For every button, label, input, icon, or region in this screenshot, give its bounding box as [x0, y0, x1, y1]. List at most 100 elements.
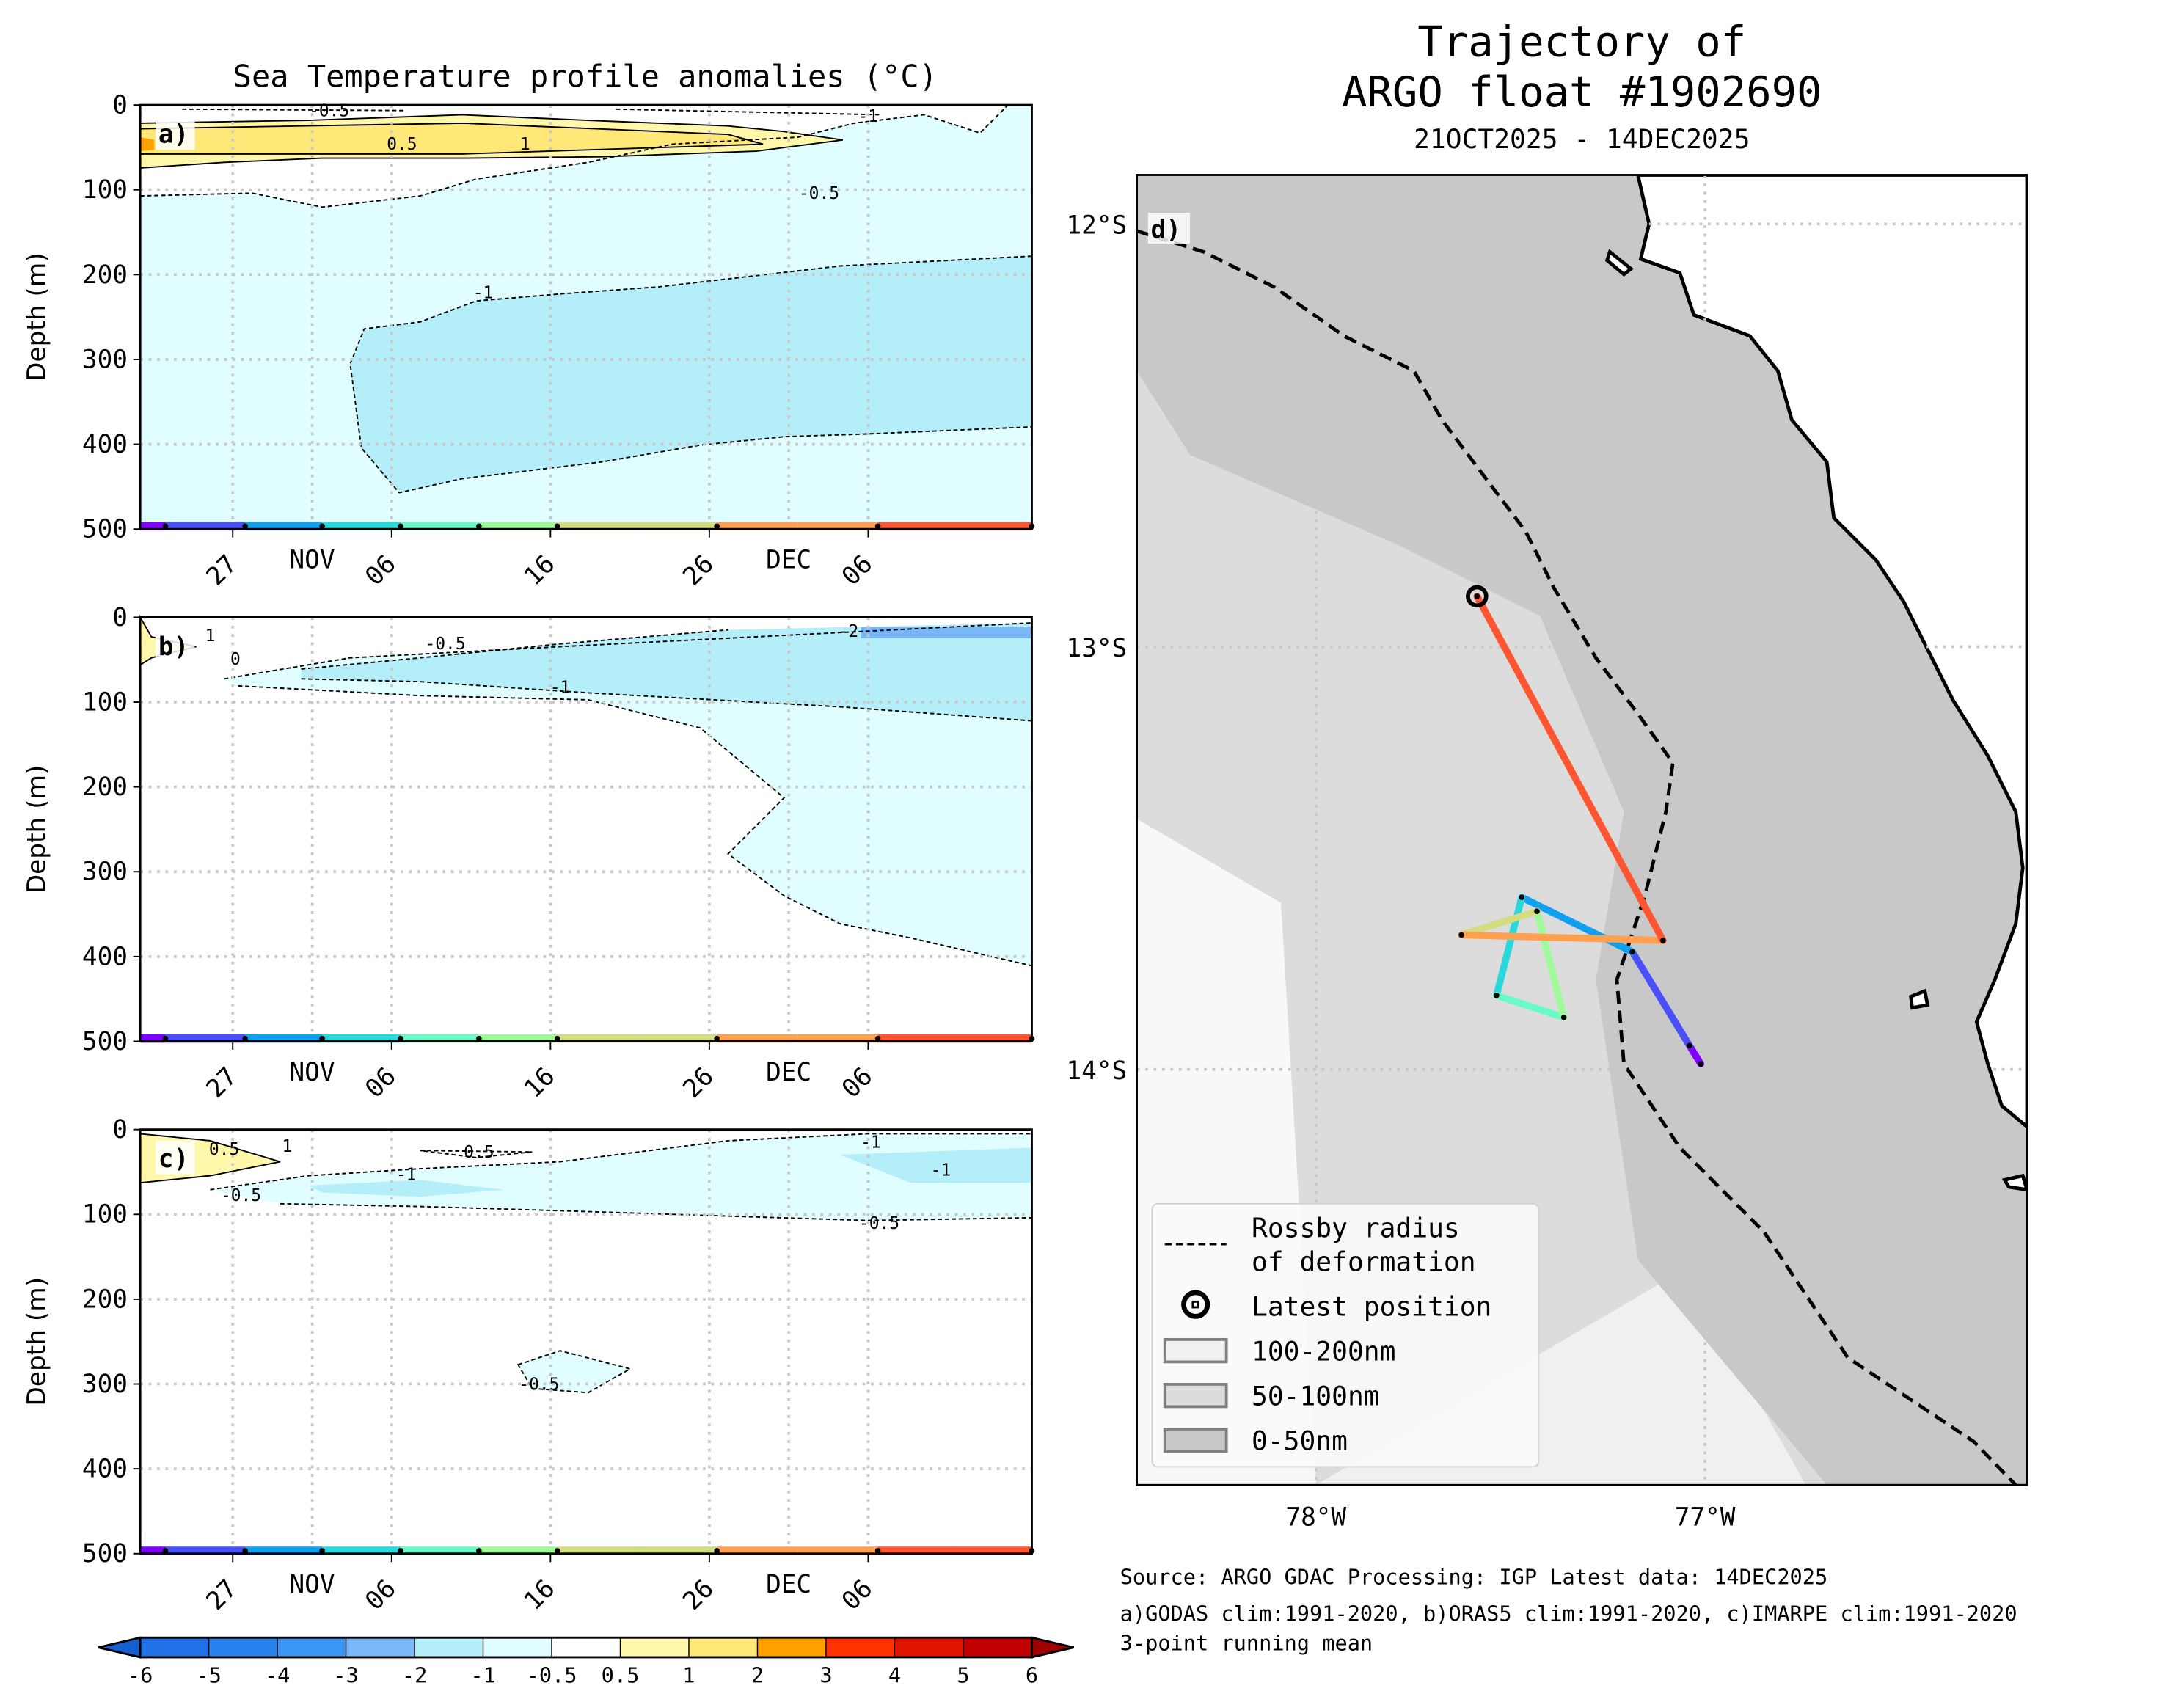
- map-legend: Rossby radius of deformation Latest posi…: [1151, 1202, 1540, 1468]
- colorbar-tick-label: 3: [819, 1662, 832, 1687]
- profile-dot: [554, 523, 560, 530]
- profile-dot: [476, 1035, 482, 1042]
- panel-b: [139, 614, 1032, 1042]
- profile-dot: [319, 523, 325, 530]
- trajectory-point: [1474, 593, 1480, 599]
- ytick-label: 100: [82, 1200, 128, 1230]
- ytick-label: 500: [82, 1027, 128, 1056]
- colorbar-tick-label: -4: [265, 1662, 290, 1687]
- colorbar-tick-label: -2: [402, 1662, 427, 1687]
- trajectory-segment: [1493, 992, 1568, 1021]
- panel-a: [139, 104, 1032, 530]
- track-bar-segment: [322, 522, 401, 531]
- trajectory-point: [1519, 894, 1525, 900]
- trajectory-point: [1560, 1014, 1567, 1020]
- axes-frame: [139, 103, 1033, 530]
- colorbar-extend-over: [1031, 1636, 1075, 1659]
- trajectory-point: [1458, 932, 1464, 938]
- xtick-label: 26: [677, 1574, 720, 1616]
- y-axis-label: Depth (m): [22, 765, 51, 894]
- colorbar-tick-label: -1: [470, 1662, 495, 1687]
- track-bar-segment: [557, 1546, 638, 1555]
- profile-dot: [554, 1548, 560, 1554]
- contour-label: -1: [550, 678, 571, 697]
- xtick-label: 06: [359, 1062, 402, 1104]
- colorbar-tick-label: -5: [196, 1662, 221, 1687]
- contour-label: -0.5: [221, 1186, 261, 1205]
- ytick-label: 200: [82, 1285, 128, 1314]
- track-bar-segment: [245, 1034, 323, 1043]
- footer-line3: 3-point running mean: [1120, 1630, 1373, 1655]
- lat-tick-label: 12°S: [1067, 211, 1128, 241]
- ytick-label: 0: [112, 603, 128, 632]
- colorbar-swatch: [139, 1637, 210, 1658]
- trajectory-segment: [1458, 907, 1541, 939]
- track-bar-segment: [401, 1034, 479, 1043]
- track-bar-segment: [797, 522, 878, 531]
- trajectory-point: [1629, 949, 1635, 955]
- ytick-label: 0: [112, 1115, 128, 1144]
- contour-fill-minus1: [350, 256, 1032, 493]
- track-bar-segment: [877, 1034, 955, 1043]
- colorbar-swatch: [208, 1637, 278, 1658]
- profile-dot: [242, 523, 249, 530]
- xtick-label: 27: [201, 1574, 244, 1616]
- profile-dot: [874, 1035, 881, 1042]
- month-label: NOV: [290, 1058, 335, 1087]
- contour-label: -0.5: [309, 101, 349, 120]
- profile-title: Sea Temperature profile anomalies (°C): [233, 58, 938, 94]
- colorbar-swatch: [688, 1637, 759, 1658]
- colorbar-tick-label: -6: [128, 1662, 153, 1687]
- colorbar-swatch: [551, 1637, 621, 1658]
- panel-label: a): [158, 120, 189, 150]
- axes-frame: [139, 616, 1033, 1042]
- xtick-label: 06: [359, 1574, 402, 1616]
- trajectory-map: d) 12°S 13°S 14°S 78°W 77°W Rossby radius of…: [1067, 174, 2028, 1533]
- xtick-label: 06: [836, 1062, 879, 1104]
- trajectory-segment: [1533, 907, 1568, 1021]
- profile-dot: [398, 1035, 403, 1042]
- ytick-label: 300: [82, 1370, 128, 1399]
- profile-dot: [162, 523, 169, 530]
- track-bar-segment: [637, 522, 717, 531]
- xtick-label: 27: [201, 1062, 244, 1104]
- track-bar-segment: [637, 1546, 717, 1555]
- panel-label-bg: [156, 1140, 195, 1175]
- track-bar-segment: [797, 1034, 878, 1043]
- contour-label: -0.5: [859, 1214, 899, 1233]
- track-bar-segment: [954, 522, 1032, 531]
- contour-label: -0.5: [799, 184, 839, 203]
- contour-label: -1: [861, 1133, 881, 1152]
- profile-dot: [874, 523, 881, 530]
- track-bar-segment: [478, 1034, 558, 1043]
- contour-label: 0.5: [209, 1140, 239, 1159]
- colorbar-swatch: [414, 1637, 484, 1658]
- colorbar-swatch: [345, 1637, 415, 1658]
- lat-tick-label: 13°S: [1067, 634, 1128, 663]
- track-bar-segment: [140, 522, 166, 531]
- month-label: NOV: [290, 546, 335, 575]
- lon-tick-label: 77°W: [1675, 1503, 1736, 1533]
- xtick-label: 26: [677, 549, 720, 592]
- colorbar-tick-label: 5: [957, 1662, 969, 1687]
- ytick-label: 100: [82, 175, 128, 205]
- xtick-label: 16: [519, 1062, 561, 1104]
- rossby-radius-line: [1136, 229, 2017, 1486]
- contour-label: -0.5: [519, 1376, 559, 1395]
- trajectory-segment: [1686, 1042, 1705, 1067]
- ytick-label: 200: [82, 260, 128, 290]
- legend-rossby-1: Rossby radius: [1252, 1213, 1460, 1244]
- trajectory-segment: [1473, 593, 1667, 944]
- ytick-label: 0: [112, 91, 128, 120]
- track-bar-segment: [717, 1034, 798, 1043]
- contour-fill-2: [140, 136, 155, 152]
- footer-line1: Source: ARGO GDAC Processing: IGP Latest…: [1120, 1565, 1828, 1590]
- colorbar-tick-label: 0.5: [602, 1662, 640, 1687]
- track-bar-segment: [140, 1034, 166, 1043]
- trajectory-segment: [1493, 894, 1526, 999]
- colorbar-swatch: [482, 1637, 552, 1658]
- track-bar-segment: [401, 522, 479, 531]
- ytick-label: 100: [82, 687, 128, 717]
- colorbar-tick-label: 6: [1026, 1662, 1038, 1687]
